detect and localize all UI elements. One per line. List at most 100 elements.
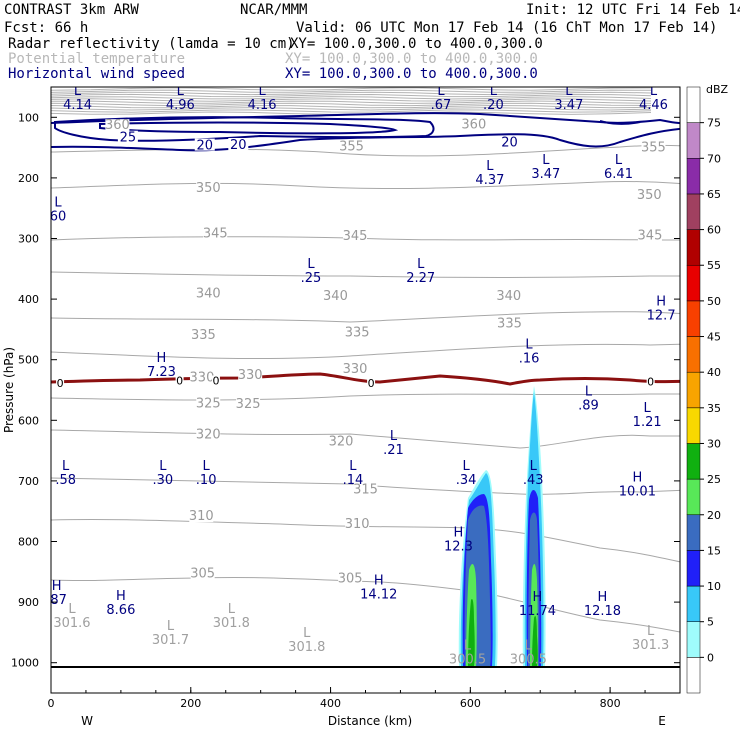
- theta-band-contour: [51, 91, 652, 96]
- theta-315-contour: [51, 477, 680, 495]
- extremum-value: 12.7: [647, 309, 676, 324]
- theta-contour-label: 310: [189, 509, 214, 524]
- theta-contour-label: 305: [338, 571, 363, 586]
- theta-extremum-type: L: [303, 626, 311, 641]
- theta-band-contour: [51, 98, 652, 102]
- theta-label-bg: [343, 362, 368, 375]
- theta-label-bg: [196, 287, 221, 300]
- theta-label-bg: [329, 435, 354, 448]
- theta-label-bg: [196, 182, 221, 195]
- extremum-type: H: [374, 573, 384, 588]
- wind-20-lower-contour: [51, 127, 680, 152]
- theta-330-contour: [51, 343, 680, 360]
- colorbar-swatch: [686, 122, 701, 159]
- extremum-value: 12.18: [584, 604, 621, 619]
- theta-contours: [51, 144, 680, 633]
- y-tick-label: 500: [18, 354, 39, 367]
- theta-extremum-type: L: [167, 619, 175, 634]
- colorbar-swatch: [686, 193, 701, 230]
- extremum-value: .58: [55, 473, 76, 488]
- colorbar-swatch: [686, 550, 701, 587]
- theta-contour-label: 330: [343, 362, 368, 377]
- reflectivity-cores: [458, 386, 546, 666]
- extremum-value: 3.47: [554, 98, 583, 113]
- extremum-value: 7.23: [147, 365, 176, 380]
- y-tick-label: 1000: [11, 657, 39, 670]
- extremum-value: .89: [578, 398, 599, 413]
- theta-label-bg: [353, 483, 378, 496]
- theta-contour-label: 320: [196, 427, 221, 442]
- extremum-value: .20: [483, 98, 504, 113]
- y-axis-label: Pressure (hPa): [2, 347, 16, 433]
- x-tick-label: 0: [48, 697, 55, 710]
- wind-20-east-contour: [599, 120, 641, 125]
- theta-350-contour: [51, 180, 680, 190]
- theta-label-bg: [461, 118, 486, 131]
- theta-contour-label: 350: [196, 181, 221, 196]
- colorbar-label: 5: [707, 616, 714, 629]
- wind-contour-label: 20: [501, 136, 518, 151]
- freezing-label-bg: [56, 377, 65, 388]
- colorbar-swatch: [686, 514, 701, 551]
- theta-band-contour: [51, 87, 652, 91]
- extremum-type: L: [74, 84, 82, 99]
- wind-contour-label: 25: [120, 131, 137, 146]
- init-text: Init: 12 UTC Fri 14 Feb 14: [526, 2, 740, 18]
- theta-label-bg: [496, 290, 521, 303]
- theta-extremum-value: 301.7: [152, 633, 189, 648]
- theta-labels: 360 360 355 355 350 350 345 345 345 340 340 340 335 3…: [105, 118, 666, 587]
- extremum-type: H: [632, 470, 642, 485]
- theta-contour-label: 335: [345, 325, 370, 340]
- colorbar-swatch: [686, 264, 701, 302]
- field-wind-name: Horizontal wind speed: [8, 66, 185, 82]
- theta-contour-label: 345: [638, 229, 663, 244]
- theta-335-contour: [51, 311, 680, 323]
- extremum-value: 1.21: [633, 415, 662, 430]
- extremum-value: 4.16: [248, 98, 277, 113]
- theta-contour-label: 315: [353, 482, 378, 497]
- theta-band-contour: [51, 93, 652, 98]
- extremum-value: .16: [519, 352, 540, 367]
- extremum-type: L: [203, 459, 211, 474]
- colorbar-label: 20: [707, 509, 721, 522]
- title-text: CONTRAST 3km ARW: [4, 2, 139, 18]
- colorbar-swatch: [686, 336, 701, 373]
- extremum-type: L: [525, 338, 533, 353]
- wind-label-bg: [499, 135, 520, 148]
- plot-area: 360 360 355 355 350 350 345 345 345 340 340 340 335 3…: [51, 84, 680, 668]
- theta-contour-label: 325: [196, 396, 221, 411]
- colorbar-label: 70: [707, 152, 721, 165]
- colorbar-swatch: [686, 621, 701, 658]
- freezing-label-bg: [175, 375, 184, 386]
- y-tick-label: 400: [18, 293, 39, 306]
- freezing-labels: 0 0 0 0 0: [56, 375, 655, 390]
- freezing-label-bg: [646, 376, 655, 387]
- colorbar-label: 10: [707, 580, 721, 593]
- colorbar-swatch: [686, 657, 701, 694]
- freezing-contour-label: 0: [212, 375, 219, 388]
- extremum-value: 11.74: [519, 604, 556, 619]
- theta-label-bg: [189, 371, 214, 384]
- y-tick-label: 700: [18, 475, 39, 488]
- x-tick-label: 200: [180, 697, 201, 710]
- colorbar-swatch: [686, 585, 701, 622]
- extremum-type: L: [349, 459, 357, 474]
- extremum-value: 4.96: [166, 98, 195, 113]
- theta-extremum-type: L: [647, 624, 655, 639]
- colorbar-label: 45: [707, 331, 721, 344]
- extremum-value: 12.3: [444, 540, 473, 555]
- theta-contour-label: 355: [641, 141, 666, 156]
- theta-extremum-value: 301.6: [53, 616, 90, 631]
- extremum-value: 10.01: [619, 484, 656, 499]
- theta-label-bg: [345, 517, 370, 530]
- valid-text: Valid: 06 UTC Mon 17 Feb 14 (16 ChT Mon …: [296, 20, 717, 36]
- extremum-type: H: [656, 295, 666, 310]
- extremum-type: H: [116, 589, 126, 604]
- extremum-type: L: [390, 429, 398, 444]
- theta-label-bg: [191, 328, 216, 341]
- y-tick-label: 900: [18, 596, 39, 609]
- colorbar: 0 5 10 15 20 25 30 35 40 45 50 55 60 65 70 75: [686, 86, 721, 694]
- colorbar-label: 15: [707, 544, 721, 557]
- theta-contour-label: 340: [496, 289, 521, 304]
